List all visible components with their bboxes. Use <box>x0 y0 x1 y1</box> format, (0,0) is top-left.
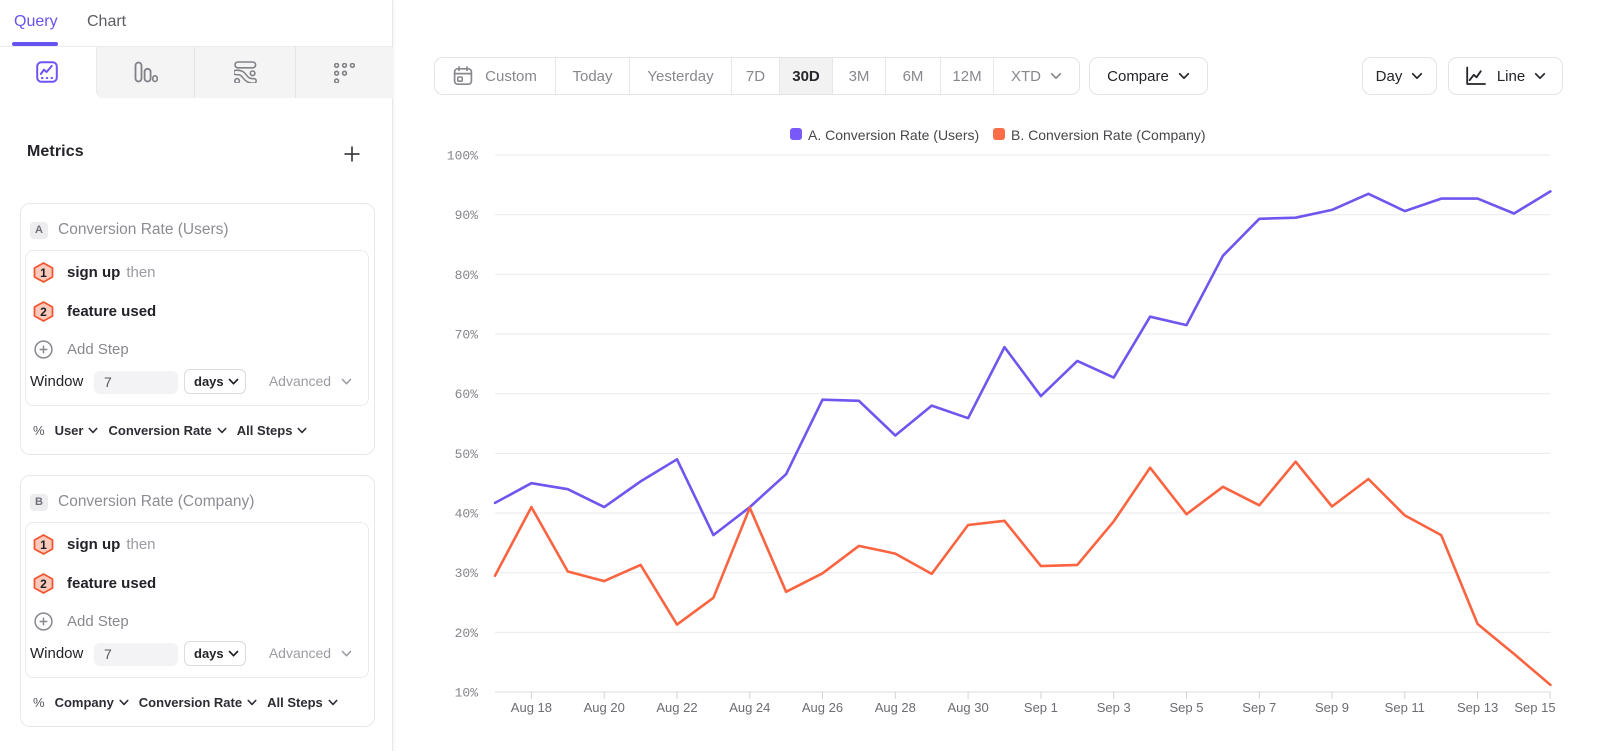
svg-text:90%: 90% <box>455 208 479 223</box>
svg-text:50%: 50% <box>455 447 479 462</box>
svg-text:Aug 30: Aug 30 <box>947 700 988 715</box>
svg-text:Sep 13: Sep 13 <box>1457 700 1498 715</box>
svg-text:Sep 9: Sep 9 <box>1315 700 1349 715</box>
svg-text:20%: 20% <box>455 626 479 641</box>
svg-text:70%: 70% <box>455 328 479 343</box>
svg-text:Aug 28: Aug 28 <box>875 700 916 715</box>
svg-text:Aug 22: Aug 22 <box>656 700 697 715</box>
svg-text:Aug 24: Aug 24 <box>729 700 770 715</box>
svg-text:Sep 5: Sep 5 <box>1170 700 1204 715</box>
svg-text:2: 2 <box>40 577 47 591</box>
svg-text:40%: 40% <box>455 507 479 522</box>
svg-text:60%: 60% <box>455 387 479 402</box>
svg-text:80%: 80% <box>455 268 479 283</box>
svg-text:Sep 1: Sep 1 <box>1024 700 1058 715</box>
svg-text:1: 1 <box>40 266 47 280</box>
svg-text:30%: 30% <box>455 566 479 581</box>
svg-text:Aug 26: Aug 26 <box>802 700 843 715</box>
svg-text:2: 2 <box>40 305 47 319</box>
svg-text:Sep 3: Sep 3 <box>1097 700 1131 715</box>
svg-text:1: 1 <box>40 538 47 552</box>
svg-text:Sep 7: Sep 7 <box>1242 700 1276 715</box>
svg-text:Sep 15: Sep 15 <box>1514 700 1555 715</box>
svg-text:10%: 10% <box>455 686 479 701</box>
svg-text:Aug 20: Aug 20 <box>584 700 625 715</box>
svg-text:100%: 100% <box>447 149 478 164</box>
svg-text:Aug 18: Aug 18 <box>511 700 552 715</box>
svg-text:Sep 11: Sep 11 <box>1385 700 1425 715</box>
